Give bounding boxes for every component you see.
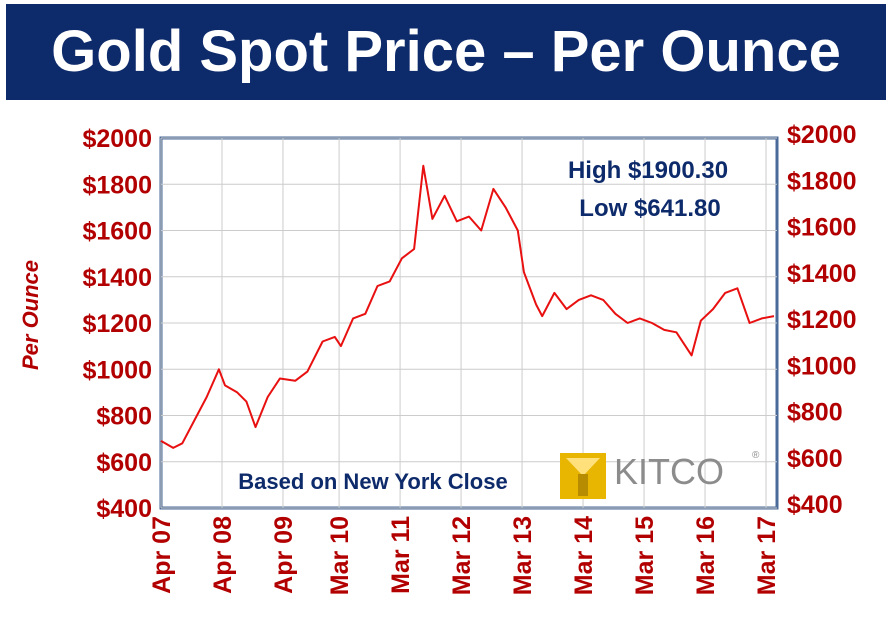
y-tick-label-left: $400	[96, 495, 152, 523]
y-tick-label-right: $1600	[787, 214, 857, 242]
source-note: Based on New York Close	[238, 469, 507, 494]
x-tick-label: Mar 16	[692, 516, 720, 595]
grid	[160, 137, 777, 509]
y-tick-label-left: $1200	[82, 310, 152, 338]
y-tick-label-right: $1200	[787, 306, 857, 334]
y-tick-label-right: $800	[787, 399, 843, 427]
x-tick-label: Mar 17	[753, 516, 781, 595]
y-tick-label-left: $1400	[82, 264, 152, 292]
x-tick-label: Mar 15	[631, 516, 659, 595]
low-annotation: Low $641.80	[579, 195, 720, 222]
title-banner: Gold Spot Price – Per Ounce	[6, 4, 886, 100]
kitco-logo-mark	[560, 453, 606, 499]
x-tick-label: Mar 14	[570, 516, 598, 595]
price-series	[160, 164, 775, 449]
high-annotation: High $1900.30	[568, 157, 728, 184]
registered-mark: ®	[752, 450, 760, 461]
y-axis-right: $2000 $1800 $1600 $1400 $1200 $1000 $800 $600 $4…	[787, 121, 857, 519]
y-tick-label-right: $1800	[787, 167, 857, 195]
y-tick-label-left: $800	[96, 403, 152, 431]
x-tick-label: Apr 07	[148, 516, 176, 594]
y-tick-label-right: $1000	[787, 352, 857, 380]
y-tick-label-right: $2000	[787, 121, 857, 149]
y-tick-label-right: $600	[787, 445, 843, 473]
x-tick-label: Apr 09	[270, 516, 298, 594]
y-tick-label-left: $1800	[82, 171, 152, 199]
price-line	[160, 164, 775, 449]
y-tick-label-left: $2000	[82, 125, 152, 153]
chart-title: Gold Spot Price – Per Ounce	[51, 19, 841, 84]
x-axis: Apr 07 Apr 08 Apr 09 Mar 10 Mar 11 Mar 12 Mar …	[148, 516, 781, 595]
y-tick-label-left: $1000	[82, 356, 152, 384]
x-tick-label: Mar 11	[387, 516, 415, 594]
y-tick-label-right: $400	[787, 491, 843, 519]
kitco-logo-text: KITCO	[614, 451, 724, 492]
x-tick-label: Mar 12	[448, 516, 476, 595]
x-tick-label: Apr 08	[209, 516, 237, 594]
x-tick-label: Mar 13	[509, 516, 537, 595]
y-axis-label: Per Ounce	[18, 260, 43, 370]
y-axis-left: $2000 $1800 $1600 $1400 $1200 $1000 $800 $600 $4…	[82, 125, 152, 523]
x-tick-label: Mar 10	[326, 516, 354, 595]
y-tick-label-left: $1600	[82, 218, 152, 246]
y-tick-label-right: $1400	[787, 260, 857, 288]
y-tick-label-left: $600	[96, 449, 152, 477]
